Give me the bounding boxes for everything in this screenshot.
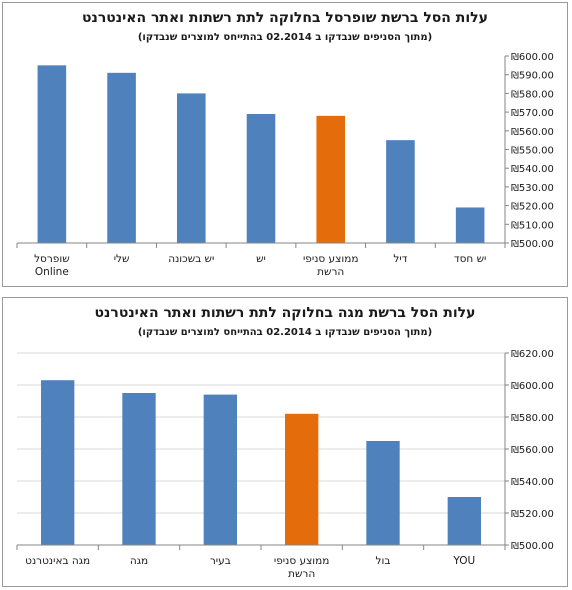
x-tick-label: יש: [256, 253, 266, 265]
y-tick-label: ₪620.00: [511, 349, 554, 360]
x-tick-label: דיל: [393, 253, 407, 265]
x-tick-label: הרשת: [288, 568, 315, 580]
bar: [40, 380, 75, 545]
bar: [386, 140, 415, 243]
bar: [107, 72, 136, 243]
y-tick-label: ₪590.00: [511, 71, 554, 82]
x-tick-label: ממוצע סניפי: [274, 555, 330, 567]
y-tick-label: ₪580.00: [511, 89, 554, 100]
x-tick-label: הרשת: [317, 266, 344, 278]
x-tick-label: שופרסל: [34, 253, 70, 265]
y-tick-label: ₪560.00: [511, 127, 554, 138]
chart-subtitle: (מתוך הסניפים שנבדקו ב 02.2014 בהתייחס ל…: [137, 327, 433, 338]
x-tick-label: מגה באינטרנט: [25, 555, 90, 567]
chart-subtitle: (מתוך הסניפים שנבדקו ב 02.2014 בהתייחס ל…: [137, 32, 433, 43]
bar: [284, 413, 319, 545]
bar: [246, 113, 276, 243]
bar: [122, 393, 156, 545]
x-tick-label: YOU: [452, 555, 475, 567]
y-tick-label: ₪510.00: [511, 220, 554, 231]
y-tick-label: ₪500.00: [511, 541, 554, 552]
bar: [176, 93, 206, 244]
bar: [316, 115, 346, 243]
chart-panel-shufersal: עלות הסל ברשת שופרסל בחלוקה לתת רשתות וא…: [2, 2, 568, 287]
y-tick-label: ₪580.00: [511, 413, 554, 424]
y-tick-label: ₪600.00: [511, 381, 554, 392]
y-tick-label: ₪500.00: [511, 239, 554, 250]
x-tick-label: בעיר: [210, 555, 231, 567]
bar: [37, 65, 67, 243]
x-tick-label: Online: [35, 266, 69, 278]
y-tick-label: ₪540.00: [511, 164, 554, 175]
chart-panel-mega: עלות הסל ברשת מגה בחלוקה לתת רשתות ואתר …: [2, 297, 568, 587]
x-tick-label: יש חסד: [454, 253, 487, 265]
y-tick-label: ₪600.00: [511, 52, 554, 63]
x-tick-label: שלי: [114, 253, 130, 265]
bar: [447, 497, 482, 545]
x-tick-label: יש בשכונה: [168, 253, 214, 265]
bar: [366, 441, 400, 545]
y-tick-label: ₪550.00: [511, 146, 554, 157]
bar: [203, 394, 238, 545]
y-tick-label: ₪540.00: [511, 477, 554, 488]
y-tick-label: ₪560.00: [511, 445, 554, 456]
chart-title: עלות הסל ברשת שופרסל בחלוקה לתת רשתות וא…: [82, 10, 488, 26]
bar: [455, 207, 485, 243]
chart-title: עלות הסל ברשת מגה בחלוקה לתת רשתות ואתר …: [94, 305, 476, 321]
x-tick-label: מגה: [130, 555, 148, 567]
x-tick-label: ממוצע סניפי: [303, 253, 359, 265]
x-tick-label: בול: [376, 555, 391, 567]
y-tick-label: ₪570.00: [511, 108, 554, 119]
y-tick-label: ₪530.00: [511, 183, 554, 194]
y-tick-label: ₪520.00: [511, 202, 554, 213]
y-tick-label: ₪520.00: [511, 509, 554, 520]
